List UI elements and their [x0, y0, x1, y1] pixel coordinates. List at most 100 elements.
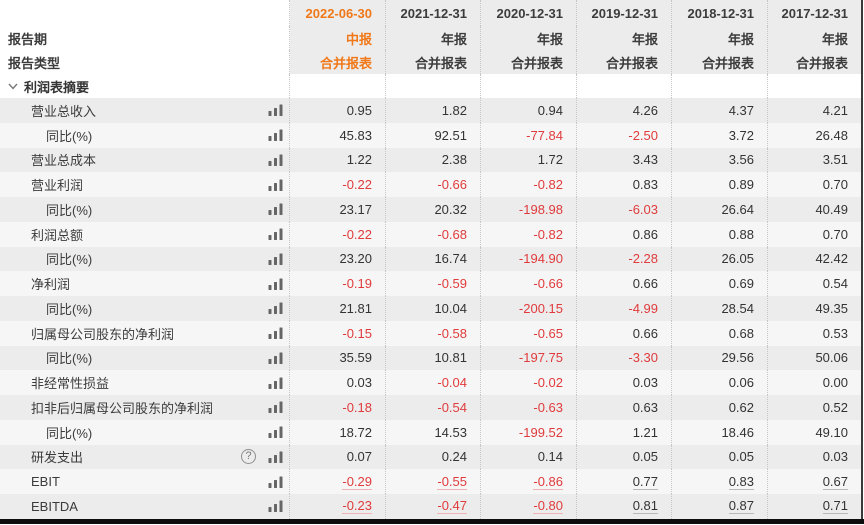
table-row: 归属母公司股东的净利润 -0.15 -0.58 -0.65 0.66 0.68 0.53 — [0, 320, 861, 346]
metric-value: 0.87 — [728, 498, 754, 515]
metric-value-cell: -199.52 — [481, 419, 577, 445]
metric-value-cell: -2.28 — [577, 246, 672, 272]
metric-value: -0.23 — [342, 498, 372, 515]
metric-value-cell: 26.64 — [672, 197, 768, 222]
metric-value: 0.52 — [822, 399, 848, 415]
metric-value: -0.04 — [437, 375, 467, 391]
bar-chart-icon[interactable] — [268, 476, 283, 488]
metric-value: 0.66 — [632, 276, 658, 292]
metric-value-cell: 0.06 — [672, 370, 768, 395]
metric-value: -0.65 — [533, 325, 563, 341]
bar-chart-icon[interactable] — [268, 352, 283, 364]
metric-value: -2.28 — [628, 251, 658, 267]
metric-value: -0.22 — [342, 226, 372, 242]
metric-value-cell: 0.70 — [768, 172, 861, 197]
metric-value: -0.18 — [342, 399, 372, 415]
metric-value-cell: 10.81 — [386, 345, 481, 371]
section-header-toggle[interactable]: 利润表摘要 — [0, 74, 290, 98]
metric-value-cell: 3.43 — [577, 147, 672, 173]
metric-value-cell: 4.26 — [577, 98, 672, 123]
metric-value-cell: -0.82 — [481, 172, 577, 197]
metric-value: 14.53 — [434, 424, 467, 440]
bar-chart-icon[interactable] — [268, 302, 283, 315]
bar-chart-icon[interactable] — [268, 154, 283, 166]
metric-value-cell: 0.87 — [672, 494, 768, 519]
bar-chart-icon[interactable] — [268, 228, 283, 241]
metric-label-cell: 研发支出? — [0, 444, 290, 470]
metric-value-cell: -0.63 — [481, 395, 577, 420]
column-report-type-1: 合并报表 — [386, 50, 481, 74]
metric-label-cell: 同比(%) — [0, 296, 290, 321]
report-period-label: 报告期 — [0, 26, 290, 50]
metric-value: -0.54 — [437, 399, 467, 415]
metric-value-cell: 28.54 — [672, 296, 768, 321]
metric-value: 0.03 — [822, 449, 848, 465]
table-row: 营业总成本 1.22 2.38 1.72 3.43 3.56 3.51 — [0, 147, 861, 173]
metric-value-cell: 20.32 — [386, 197, 481, 222]
metric-value-cell: -0.54 — [386, 395, 481, 420]
bar-chart-icon[interactable] — [268, 451, 283, 463]
bar-chart-icon[interactable] — [268, 278, 283, 290]
metric-label: 非经常性损益 — [31, 376, 110, 392]
metric-label-cell: 同比(%) — [0, 197, 290, 222]
table-row: 同比(%) 23.20 16.74 -194.90 -2.28 26.05 42.42 — [0, 246, 861, 272]
table-row: 净利润 -0.19 -0.59 -0.66 0.66 0.69 0.54 — [0, 271, 861, 296]
table-row: 研发支出? 0.07 0.24 0.14 0.05 0.05 0.03 — [0, 444, 861, 470]
metric-value: 3.72 — [728, 127, 754, 143]
metric-label-cell: 净利润 — [0, 271, 290, 296]
help-icon[interactable]: ? — [241, 449, 256, 465]
bar-chart-icon[interactable] — [268, 253, 283, 265]
metric-value-cell: 0.67 — [768, 469, 861, 494]
metric-value: -0.47 — [437, 498, 467, 515]
bar-chart-icon[interactable] — [268, 129, 283, 142]
column-date-2022-06-30: 2022-06-30 — [290, 0, 386, 26]
column-report-type-0: 合并报表 — [290, 50, 386, 74]
bar-chart-icon[interactable] — [268, 104, 283, 117]
metric-value-cell: -0.22 — [290, 221, 386, 247]
metric-value-cell: -0.04 — [386, 370, 481, 395]
metric-value-cell: 4.21 — [768, 98, 861, 123]
metric-value-cell: 0.03 — [768, 444, 861, 470]
metric-value: -0.66 — [437, 177, 467, 193]
bar-chart-icon[interactable] — [268, 327, 283, 340]
metric-label: EBITDA — [31, 498, 78, 514]
bar-chart-icon[interactable] — [268, 179, 283, 191]
metric-label-cell: 营业利润 — [0, 172, 290, 197]
metric-label: 同比(%) — [46, 351, 93, 367]
metric-value: -194.90 — [518, 251, 563, 267]
metric-value-cell: 18.72 — [290, 419, 386, 445]
bar-chart-icon[interactable] — [268, 426, 283, 439]
metric-value: 49.35 — [815, 300, 848, 316]
metric-value-cell: -0.86 — [481, 469, 577, 494]
metric-value-cell: -0.82 — [481, 221, 577, 247]
metric-value-cell: 0.77 — [577, 469, 672, 494]
metric-value: 0.66 — [632, 325, 658, 341]
metric-rows: 营业总收入 0.95 1.82 0.94 4.26 4.37 4.21 同比(%) 45.83 9… — [0, 98, 861, 519]
metric-value-cell: 0.94 — [481, 98, 577, 123]
bar-chart-icon[interactable] — [268, 500, 283, 513]
metric-label-cell: 扣非后归属母公司股东的净利润 — [0, 395, 290, 420]
metric-value: 0.68 — [728, 325, 754, 341]
column-report-type-3: 合并报表 — [577, 50, 672, 74]
metric-value: 18.72 — [339, 424, 372, 440]
metric-value-cell: 26.48 — [768, 122, 861, 148]
table-row: 同比(%) 35.59 10.81 -197.75 -3.30 29.56 50.06 — [0, 345, 861, 371]
metric-value: 2.38 — [441, 152, 467, 168]
metric-value: 0.69 — [728, 276, 754, 292]
metric-value: 0.88 — [728, 226, 754, 242]
metric-value: 0.95 — [346, 102, 372, 118]
bar-chart-icon[interactable] — [268, 203, 283, 216]
bar-chart-icon[interactable] — [268, 377, 283, 389]
metric-value: 92.51 — [434, 127, 467, 143]
metric-value: 0.03 — [346, 375, 372, 391]
bar-chart-icon[interactable] — [268, 401, 283, 414]
metric-value-cell: -4.99 — [577, 296, 672, 321]
metric-value-cell: -0.19 — [290, 271, 386, 296]
metric-value: 3.51 — [822, 152, 848, 168]
column-period-1: 年报 — [386, 26, 481, 50]
metric-label: 研发支出 — [31, 450, 84, 466]
metric-value-cell: 0.86 — [577, 221, 672, 247]
metric-label-cell: EBITDA — [0, 494, 290, 519]
metric-value-cell: 1.21 — [577, 419, 672, 445]
metric-value-cell: 40.49 — [768, 197, 861, 222]
